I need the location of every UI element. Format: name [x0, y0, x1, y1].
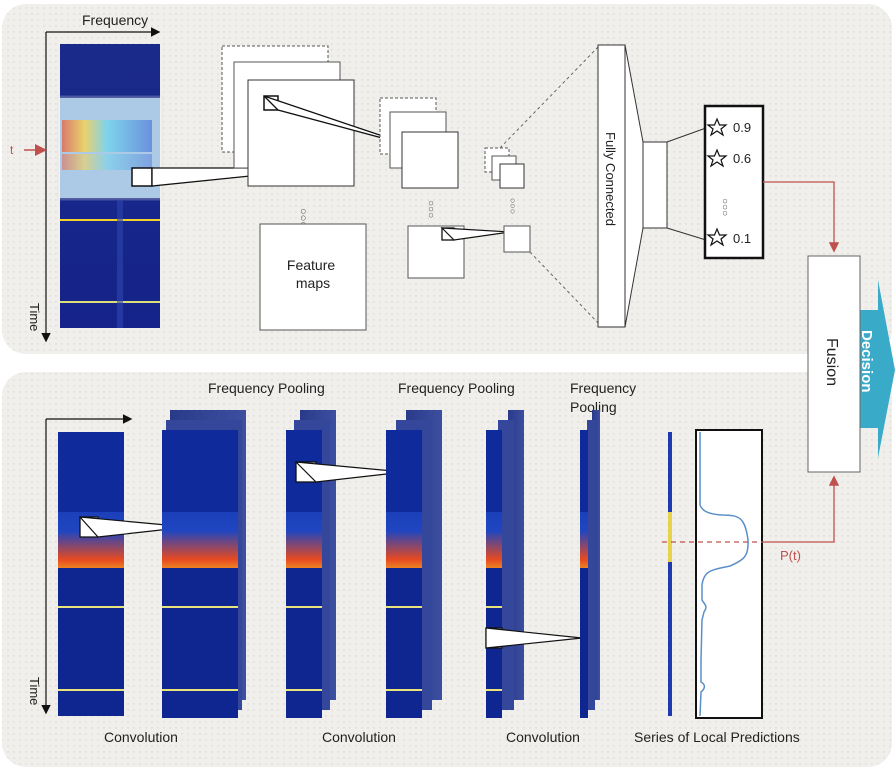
t-marker: t: [10, 143, 14, 157]
decision-arrow: [850, 280, 895, 458]
prediction-curve: [699, 432, 749, 717]
feature-maps-label: Feature maps: [287, 257, 339, 291]
decision-label: Decision: [858, 330, 875, 393]
star-icon-3: [706, 227, 728, 247]
axis-time-label: Time: [27, 303, 42, 331]
bottom-axis-time-label: Time: [27, 677, 42, 705]
conv-layer-3-stack: [484, 147, 525, 189]
local-predictions-label: Series of Local Predictions: [634, 729, 800, 745]
top-spectrogram: [57, 44, 163, 328]
feature-maps-box: [259, 223, 367, 331]
conv-stack-1: [162, 410, 246, 718]
conv-stack-3: [386, 410, 442, 718]
prediction-value-1: 0.9: [733, 120, 751, 135]
svg-text:○○○: ○○○: [425, 200, 436, 218]
p-label: P(t): [780, 548, 801, 563]
conv-layer-1-stack: [221, 45, 355, 187]
fusion-box: [807, 255, 861, 473]
convolution-label-1: Convolution: [104, 729, 178, 745]
fully-connected-layer: [597, 44, 668, 328]
frequency-pooling-label-3a: Frequency: [570, 380, 636, 396]
prediction-value-3: 0.1: [733, 231, 751, 246]
bottom-spectrogram-input: [58, 432, 124, 716]
star-icon-1: [706, 117, 728, 137]
conv-stack-2: [286, 410, 336, 718]
conv-stack-5: [580, 410, 600, 718]
fully-connected-label: Fully Connected: [603, 132, 618, 226]
convolution-label-3: Convolution: [506, 729, 580, 745]
fusion-label: Fusion: [823, 338, 840, 386]
convolution-label-2: Convolution: [322, 729, 396, 745]
predictions-ellipsis: ○○○: [719, 198, 730, 216]
conv-stack-4: [485, 410, 524, 718]
frequency-pooling-label-2: Frequency Pooling: [398, 380, 515, 396]
frequency-pooling-label-1: Frequency Pooling: [208, 380, 325, 396]
svg-text:○○○: ○○○: [297, 208, 309, 228]
axis-frequency-label: Frequency: [82, 12, 148, 28]
star-icon-2: [706, 148, 728, 168]
frequency-pooling-label-3b: Pooling: [570, 399, 617, 415]
prediction-value-2: 0.6: [733, 151, 751, 166]
conv-layer-2-stack: [379, 97, 459, 189]
svg-text:○○○: ○○○: [508, 198, 518, 214]
local-predictions-strip: [668, 432, 672, 716]
